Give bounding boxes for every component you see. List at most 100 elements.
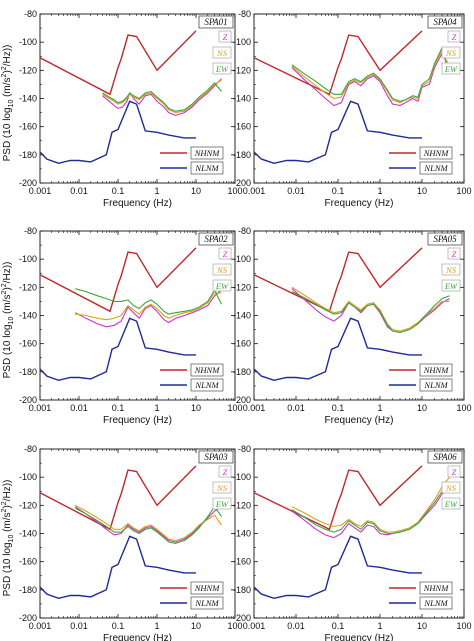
x-tick-label: 100 xyxy=(227,621,242,631)
x-axis-label: Frequency (Hz) xyxy=(103,415,172,426)
x-tick-label: 0.001 xyxy=(29,621,52,631)
legend-box-nlnm xyxy=(190,596,224,610)
station-label-box xyxy=(198,232,234,246)
x-tick-label: 0.001 xyxy=(243,186,266,196)
x-tick-label: 100 xyxy=(456,186,471,196)
legend-entry-ns: NS xyxy=(445,265,457,275)
legend-box-nhnm xyxy=(419,146,453,160)
legend-box-ns xyxy=(441,481,461,494)
x-tick-label: 0.01 xyxy=(70,403,88,413)
y-tick-label: -140 xyxy=(233,94,251,104)
legend-entry-ns: NS xyxy=(216,265,228,275)
x-tick-label: 0.1 xyxy=(112,621,125,631)
legend-box-ew xyxy=(212,497,232,510)
series-line-nhnm xyxy=(39,247,197,313)
series-line-nlnm xyxy=(253,317,422,382)
psd-panel-spa05: 0.001 0.01 0.1 1 10 100 -80 -100 -120 -140 -160 -18… xyxy=(233,226,472,426)
y-tick-label: -120 xyxy=(19,65,37,75)
station-label: SPA05 xyxy=(433,234,457,244)
x-tick-label: 10 xyxy=(191,621,201,631)
legend-entry-nhnm: NHNM xyxy=(423,365,449,375)
x-tick-label: 10 xyxy=(191,186,201,196)
y-tick-label: -120 xyxy=(233,500,251,510)
legend-entry-ew: EW xyxy=(215,499,229,509)
svg-text:PSD (10 log10 (m/s2)2/Hz)): PSD (10 log10 (m/s2)2/Hz)) xyxy=(1,480,15,597)
legend-entry-nlnm: NLNM xyxy=(194,598,219,608)
legend-entry-z: Z xyxy=(452,32,457,42)
series-line-z xyxy=(102,78,222,116)
legend-box-ew xyxy=(212,279,232,292)
x-tick-label: 0.1 xyxy=(112,403,125,413)
x-tick-label: 0.1 xyxy=(332,186,345,196)
y-tick-label: -160 xyxy=(233,339,251,349)
series-line-ns xyxy=(75,292,222,321)
x-axis-label: Frequency (Hz) xyxy=(325,415,394,426)
series-line-nhnm xyxy=(39,465,197,531)
x-tick-label: 0.01 xyxy=(287,186,305,196)
x-tick-label: 0.001 xyxy=(29,186,52,196)
legend-entry-ns: NS xyxy=(216,483,228,493)
y-tick-label: -80 xyxy=(24,9,37,19)
legend-box-ew xyxy=(212,62,232,75)
legend-box-z xyxy=(447,247,461,260)
y-tick-label: -180 xyxy=(19,585,37,595)
y-tick-label: -100 xyxy=(19,472,37,482)
legend-box-nhnm xyxy=(190,581,224,595)
x-tick-label: 0.01 xyxy=(287,403,305,413)
legend-entry-ew: EW xyxy=(444,499,458,509)
series-line-ew xyxy=(102,82,222,112)
y-tick-label: -160 xyxy=(19,122,37,132)
legend-box-nlnm xyxy=(419,596,453,610)
psd-panel-spa03: 0.001 0.01 0.1 1 10 100 -80 -100 -120 -140 -160 -18… xyxy=(19,444,243,641)
series-line-ew xyxy=(291,482,450,535)
y-tick-label: -180 xyxy=(233,585,251,595)
series-line-ew xyxy=(291,47,448,102)
station-label: SPA03 xyxy=(204,452,228,462)
x-axis-label: Frequency (Hz) xyxy=(103,198,172,209)
legend-entry-z: Z xyxy=(223,32,228,42)
legend-box-ew xyxy=(441,62,461,75)
series-line-ew xyxy=(75,288,222,315)
legend-box-z xyxy=(218,247,232,260)
legend-box-z xyxy=(447,30,461,43)
legend-box-z xyxy=(218,30,232,43)
legend-entry-nhnm: NHNM xyxy=(194,365,220,375)
x-axis-label: Frequency (Hz) xyxy=(325,198,394,209)
station-label: SPA02 xyxy=(204,234,228,244)
x-tick-label: 1 xyxy=(154,621,159,631)
legend-entry-ew: EW xyxy=(444,64,458,74)
series-line-nlnm xyxy=(39,317,196,382)
series-line-z xyxy=(291,52,448,107)
legend-entry-ns: NS xyxy=(216,48,228,58)
x-tick-label: 0.01 xyxy=(70,186,88,196)
y-tick-label: -100 xyxy=(19,254,37,264)
x-tick-label: 1 xyxy=(377,186,382,196)
series-line-z xyxy=(291,487,450,539)
series-line-ew xyxy=(74,506,222,544)
x-tick-label: 1 xyxy=(154,403,159,413)
y-tick-label: -140 xyxy=(233,311,251,321)
y-tick-label: -140 xyxy=(19,529,37,539)
legend-box-nlnm xyxy=(190,161,224,175)
svg-text:PSD (10 log10 (m/s2)2/Hz)): PSD (10 log10 (m/s2)2/Hz)) xyxy=(1,45,15,162)
y-tick-label: -180 xyxy=(233,150,251,160)
station-label: SPA01 xyxy=(204,17,227,27)
x-tick-label: 100 xyxy=(227,403,242,413)
series-line-ns xyxy=(291,476,450,533)
x-tick-label: 0.01 xyxy=(287,621,305,631)
legend-entry-nlnm: NLNM xyxy=(423,598,448,608)
series-line-ew xyxy=(291,291,450,333)
y-tick-label: -140 xyxy=(19,94,37,104)
legend-entry-ew: EW xyxy=(444,281,458,291)
x-axis-label: Frequency (Hz) xyxy=(103,633,172,641)
legend-entry-z: Z xyxy=(223,249,228,259)
legend-entry-nhnm: NHNM xyxy=(423,148,449,158)
psd-panel-spa02: 0.001 0.01 0.1 1 10 100 -80 -100 -120 -140 -160 -18… xyxy=(19,226,243,426)
legend-box-ns xyxy=(441,46,461,59)
y-tick-label: -200 xyxy=(19,178,37,188)
station-label-box xyxy=(427,450,463,464)
station-label: SPA06 xyxy=(433,452,457,462)
y-tick-label: -180 xyxy=(19,367,37,377)
y-tick-label: -200 xyxy=(233,395,251,405)
series-line-nhnm xyxy=(39,30,197,96)
